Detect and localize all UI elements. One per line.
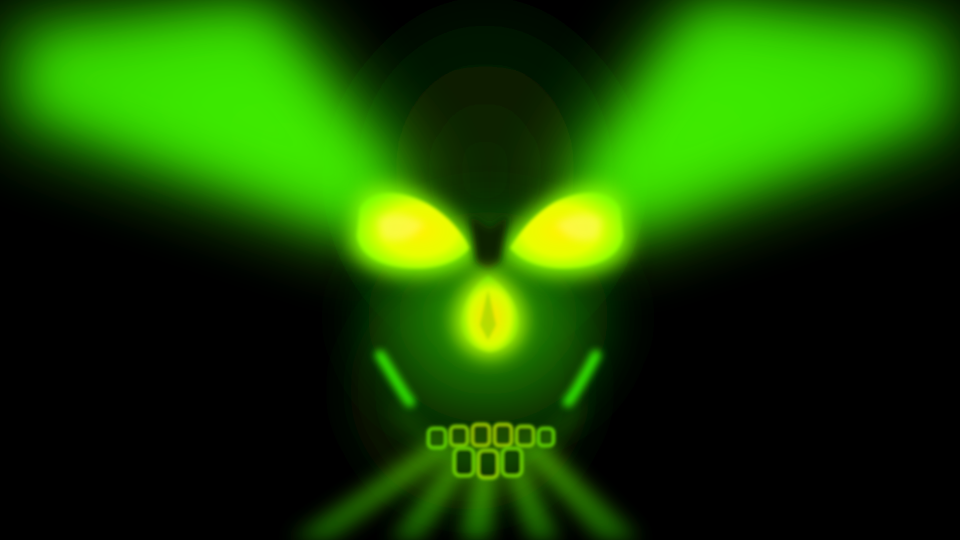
nose-bridge [470,215,508,270]
cheekbones [375,350,601,407]
right-eye-beam [560,0,960,245]
left-eye-socket [350,186,480,277]
jaw-line [392,403,583,462]
right-eye-socket [500,186,630,277]
nasal-cavity [455,270,524,358]
left-eye-beam [0,0,420,245]
